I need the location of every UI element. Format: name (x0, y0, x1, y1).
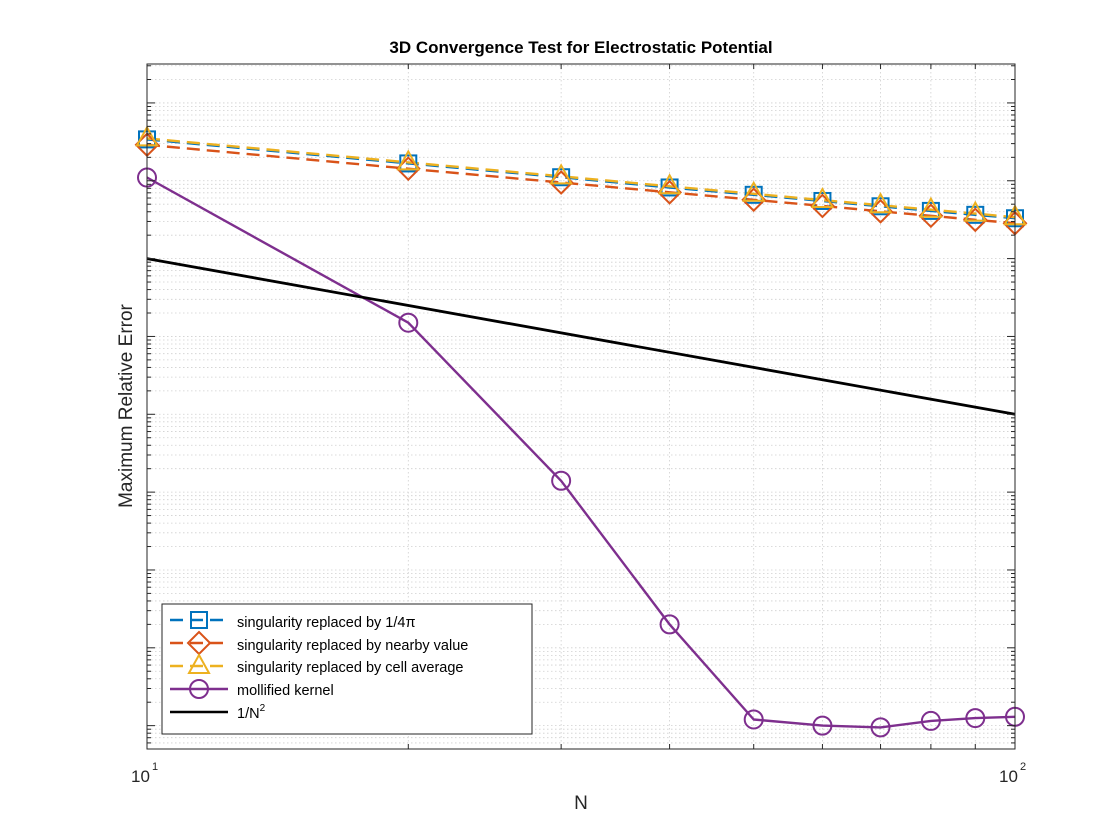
x-tick-exponent: 1 (152, 761, 158, 773)
chart-title: 3D Convergence Test for Electrostatic Po… (389, 38, 772, 57)
legend-label-series-1: singularity replaced by 1/4π (237, 615, 415, 631)
data-point-series-4 (812, 715, 833, 736)
legend-label-series-3: singularity replaced by cell average (237, 660, 464, 676)
data-point-series-3 (963, 200, 987, 222)
data-point-series-3 (396, 149, 420, 171)
data-point-series-3 (657, 173, 682, 195)
legend-label-series-2: singularity replaced by nearby value (237, 638, 468, 654)
data-point-series-1 (921, 201, 940, 220)
axes-frame (146, 63, 1016, 750)
data-point-series-3 (919, 196, 943, 218)
data-point-series-4 (659, 614, 680, 635)
data-point-series-3 (868, 192, 893, 214)
data-point-series-1 (660, 178, 679, 197)
x-tick-exponent: 2 (1020, 761, 1026, 773)
axes-box (146, 63, 1016, 750)
data-point-series-1 (552, 168, 571, 187)
x-tick-label-10: 10 1 (131, 761, 158, 786)
legend-label-base: 1/N (237, 706, 260, 722)
legend-marker-series-3 (187, 652, 211, 674)
data-point-series-3 (742, 180, 766, 202)
legend-label-superscript: 2 (260, 703, 266, 714)
legend-label-series-4: mollified kernel (237, 683, 334, 699)
data-point-series-3 (549, 163, 573, 185)
data-point-series-4 (551, 470, 572, 491)
data-point-series-4 (743, 709, 764, 730)
legend: singularity replaced by 1/4π singularity… (161, 603, 533, 735)
data-point-series-4 (398, 312, 419, 333)
axis-ticks (146, 64, 1016, 749)
legend-label-series-5: 1/N2 (237, 703, 266, 722)
legend-marker-series-1 (190, 611, 208, 629)
series-line-4 (146, 176, 1016, 729)
series-line-5 (146, 257, 1016, 416)
data-point-series-1 (744, 185, 763, 204)
legend-marker-series-4 (189, 679, 209, 699)
series-line-2 (146, 143, 1016, 225)
data-point-series-1 (813, 191, 832, 210)
data-point-series-1 (966, 205, 985, 224)
legend-samples (170, 611, 228, 714)
x-tick-base: 10 (131, 767, 150, 786)
data-point-series-3 (810, 187, 835, 209)
x-tick-label-100: 10 2 (999, 761, 1026, 786)
data-point-series-1 (399, 154, 418, 173)
series-line-3 (146, 137, 1016, 219)
x-axis-label: N (574, 793, 588, 814)
data-point-series-4 (920, 710, 941, 731)
x-tick-base: 10 (999, 767, 1018, 786)
series-lines (146, 137, 1016, 729)
data-point-series-4 (965, 708, 986, 729)
data-point-series-4 (870, 717, 891, 738)
y-axis-label: Maximum Relative Error (116, 303, 137, 507)
data-point-series-1 (871, 197, 890, 216)
